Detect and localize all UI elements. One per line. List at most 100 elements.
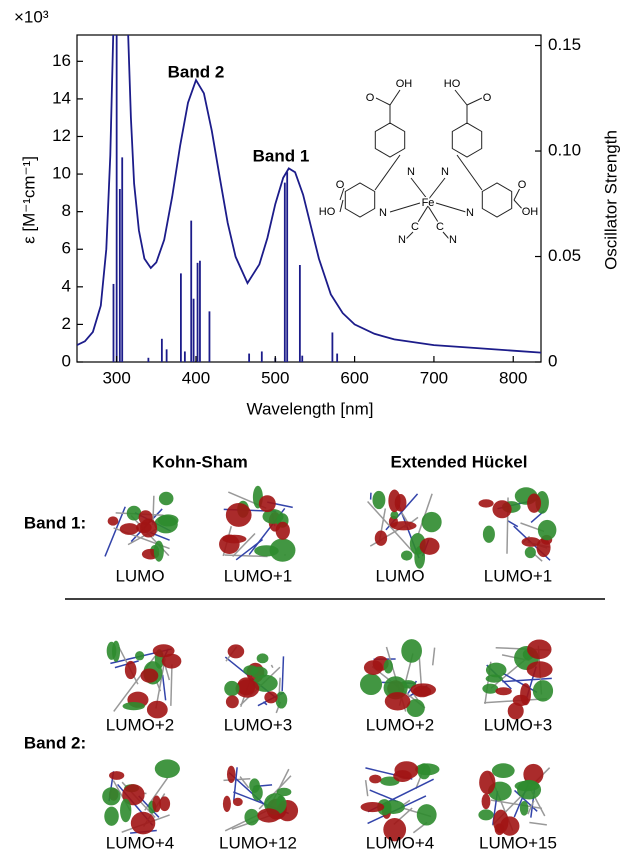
skeleton	[233, 767, 238, 801]
lobe	[152, 795, 161, 813]
skeleton	[417, 493, 433, 535]
orbital-label: LUMO+4	[106, 833, 175, 852]
x-tick-label: 300	[102, 368, 130, 387]
lobe	[406, 699, 425, 718]
plot-area	[77, 35, 541, 362]
y2-tick-label: 0.15	[548, 35, 581, 54]
lobe	[523, 763, 544, 785]
bond	[454, 89, 468, 106]
orbital-label: LUMO	[375, 566, 424, 585]
lobe	[495, 687, 512, 696]
lobe	[225, 502, 252, 527]
lobe	[369, 774, 382, 784]
orbital-image	[222, 765, 299, 832]
lobe	[537, 519, 557, 541]
lobe	[393, 770, 412, 782]
skeleton	[104, 506, 126, 557]
bond	[404, 231, 414, 241]
lobe	[479, 770, 496, 795]
y-tick-label: 12	[52, 126, 71, 145]
lobe	[390, 511, 399, 520]
lobe	[153, 540, 164, 562]
lobe	[417, 763, 431, 780]
bond	[389, 202, 421, 213]
orbital-label: LUMO+1	[484, 566, 553, 585]
ring	[481, 182, 513, 218]
lobe	[222, 534, 247, 544]
bond	[339, 187, 345, 201]
skeleton	[161, 674, 167, 701]
lobe	[138, 510, 153, 525]
skeleton	[502, 672, 538, 693]
lobe	[275, 521, 290, 540]
skeleton	[155, 658, 166, 709]
ring	[374, 122, 406, 158]
lobe	[519, 800, 529, 816]
lobe	[140, 668, 159, 683]
lobe	[102, 787, 121, 806]
y2-tick-label: 0	[548, 351, 557, 370]
atom-label: N	[466, 207, 474, 219]
y-tick-label: 16	[52, 51, 71, 70]
lobe	[482, 683, 499, 694]
skeleton	[431, 647, 436, 666]
orbital-image	[359, 639, 437, 718]
lobe	[381, 800, 405, 814]
x-tick-label: 600	[340, 368, 368, 387]
bond	[442, 231, 451, 241]
lobe	[401, 639, 422, 663]
atom-label: HO	[319, 206, 336, 218]
bond	[513, 199, 526, 213]
atom-label: N	[379, 207, 387, 219]
lobe	[419, 537, 440, 555]
orbital-label: LUMO+12	[219, 833, 297, 852]
lobe	[485, 674, 503, 683]
lobe	[135, 651, 145, 661]
atom-label: O	[336, 179, 345, 191]
y-tick-label: 0	[62, 351, 71, 370]
bond	[389, 89, 401, 106]
lobe	[481, 793, 491, 810]
lobe	[492, 500, 512, 519]
atom-label: N	[441, 166, 449, 178]
orbital-label: LUMO	[115, 566, 164, 585]
atom-label: O	[483, 92, 492, 104]
y-axis-label: ε [M⁻¹cm⁻¹]	[19, 156, 38, 244]
lobe	[383, 817, 407, 842]
lobe	[158, 491, 174, 506]
skeleton	[281, 656, 285, 692]
lobe	[243, 665, 259, 676]
lobe	[159, 796, 171, 812]
orbital-image	[478, 487, 557, 562]
lobe	[130, 811, 156, 835]
lobe	[256, 653, 269, 664]
y-multiplier: ×10³	[14, 7, 49, 26]
orbital-image	[106, 640, 182, 719]
lobe	[421, 511, 442, 533]
y2-axis-label: Oscillator Strength	[601, 130, 620, 270]
skeleton	[506, 519, 519, 528]
band-label: Band 1:	[24, 513, 86, 532]
bond	[374, 154, 401, 191]
y-tick-label: 6	[62, 239, 71, 258]
lobe	[109, 771, 125, 780]
bond	[339, 199, 344, 213]
x-tick-label: 700	[420, 368, 448, 387]
atom-label: N	[449, 234, 457, 246]
lobe	[119, 523, 139, 535]
x-tick-label: 800	[499, 368, 527, 387]
lobe	[517, 779, 542, 800]
orbital-image	[482, 639, 554, 720]
lobe	[258, 495, 276, 513]
lobe	[244, 808, 259, 826]
lobe	[527, 639, 552, 660]
orbital-image	[219, 485, 296, 562]
y-tick-label: 2	[62, 314, 71, 333]
lobe	[390, 521, 417, 531]
lobe	[235, 679, 260, 698]
lobe	[384, 692, 411, 711]
lobe	[478, 809, 494, 821]
skeleton	[239, 776, 250, 789]
bond	[466, 97, 483, 106]
